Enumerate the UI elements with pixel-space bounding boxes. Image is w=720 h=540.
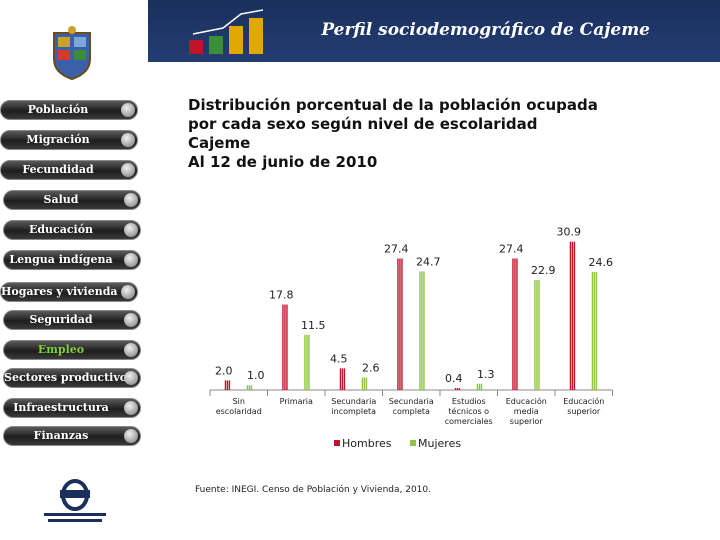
- nav-button-7[interactable]: Seguridad: [3, 310, 141, 330]
- nav-button-5[interactable]: Lengua indígena: [3, 250, 141, 270]
- bar-mujeres: [534, 280, 540, 390]
- data-label: 17.8: [269, 289, 294, 302]
- data-label: 24.7: [416, 255, 441, 268]
- bar-mujeres: [591, 271, 598, 390]
- legend-swatch: [334, 440, 340, 446]
- nav-button-2[interactable]: Fecundidad: [0, 160, 138, 180]
- chart-title-line: Al 12 de junio de 2010: [188, 153, 378, 171]
- nav-button-9[interactable]: Sectores productivos: [3, 368, 141, 388]
- data-label: 4.5: [330, 352, 348, 365]
- nav-button-8[interactable]: Empleo: [3, 340, 141, 360]
- x-tick-label: media: [514, 407, 539, 416]
- chart-title: Distribución porcentual de la población …: [188, 96, 598, 172]
- nav-button-label: Lengua indígena: [9, 253, 113, 266]
- nav-knob-icon: [124, 193, 138, 207]
- x-tick-label: escolaridad: [216, 407, 262, 416]
- nav-button-11[interactable]: Finanzas: [3, 426, 141, 446]
- legend-swatch: [410, 440, 416, 446]
- legend-label: Mujeres: [418, 437, 461, 450]
- nav-button-label: Hogares y vivienda: [1, 285, 118, 298]
- x-tick-label: incompleta: [331, 407, 376, 416]
- nav-knob-icon: [121, 133, 135, 147]
- data-label: 11.5: [301, 319, 326, 332]
- nav-button-label: Fecundidad: [22, 163, 94, 176]
- nav-knob-icon: [121, 285, 135, 299]
- x-tick-label: superior: [567, 407, 601, 416]
- nav-button-label: Infraestructura: [13, 401, 109, 414]
- coat-of-arms-logo: [53, 26, 91, 80]
- chart-title-line: Distribución porcentual de la población …: [188, 96, 598, 114]
- bar-mujeres: [246, 385, 253, 390]
- bar-hombres: [397, 258, 403, 390]
- bar-hombres: [454, 388, 461, 390]
- nav-button-4[interactable]: Educación: [3, 220, 141, 240]
- bar-mujeres: [419, 271, 425, 390]
- nav-button-label: Finanzas: [33, 429, 89, 442]
- header-bar: Perfil sociodemográfico de Cajeme: [148, 0, 720, 62]
- source-note: Fuente: INEGI. Censo de Población y Vivi…: [195, 485, 431, 495]
- x-tick-label: técnicos o: [448, 406, 489, 416]
- data-label: 24.6: [589, 256, 614, 269]
- data-label: 1.3: [477, 368, 495, 381]
- data-label: 1.0: [247, 369, 265, 382]
- nav-knob-icon: [124, 313, 138, 327]
- bar-hombres: [569, 241, 576, 390]
- nav-button-label: Empleo: [37, 343, 85, 356]
- nav-button-label: Migración: [26, 133, 90, 146]
- bar-hombres: [224, 380, 231, 390]
- data-label: 0.4: [445, 372, 463, 385]
- inegi-logo: [44, 479, 106, 522]
- bar-hombres: [282, 304, 288, 390]
- x-tick-label: Educación: [563, 396, 604, 406]
- x-tick-label: Secundaria: [389, 397, 434, 406]
- nav-button-10[interactable]: Infraestructura: [3, 398, 141, 418]
- nav-button-6[interactable]: Hogares y vivienda: [0, 282, 138, 302]
- data-label: 30.9: [557, 226, 582, 239]
- sidebar: Población Migración Fecundidad Salud Educaci…: [0, 0, 148, 540]
- bar-mujeres: [304, 334, 310, 390]
- x-tick-label: superior: [510, 417, 544, 426]
- data-label: 27.4: [384, 242, 409, 255]
- nav-knob-icon: [124, 371, 138, 385]
- nav-button-0[interactable]: Población: [0, 100, 138, 120]
- nav-knob-icon: [124, 223, 138, 237]
- data-label: 27.4: [499, 242, 524, 255]
- nav-knob-icon: [121, 103, 135, 117]
- nav-knob-icon: [124, 343, 138, 357]
- nav-knob-icon: [124, 429, 138, 443]
- chart-title-line: Cajeme: [188, 134, 251, 152]
- nav-button-label: Sectores productivos: [4, 371, 134, 384]
- bar-mujeres: [476, 383, 483, 390]
- nav-button-label: Seguridad: [29, 313, 93, 326]
- data-label: 2.0: [215, 364, 233, 377]
- nav-button-label: Educación: [28, 223, 94, 236]
- nav-button-label: Población: [27, 103, 89, 116]
- nav-button-3[interactable]: Salud: [3, 190, 141, 210]
- legend-label: Hombres: [342, 437, 392, 450]
- bar-hombres: [512, 258, 518, 390]
- x-tick-label: Sin: [233, 397, 245, 406]
- x-tick-label: Educación: [506, 396, 547, 406]
- x-tick-label: comerciales: [445, 417, 493, 426]
- nav-knob-icon: [124, 253, 138, 267]
- x-tick-label: Estudios: [452, 397, 486, 406]
- nav-knob-icon: [124, 401, 138, 415]
- header-title: Perfil sociodemográfico de Cajeme: [321, 20, 650, 40]
- nav-button-1[interactable]: Migración: [0, 130, 138, 150]
- nav-knob-icon: [121, 163, 135, 177]
- data-label: 22.9: [531, 264, 556, 277]
- data-label: 2.6: [362, 362, 380, 375]
- bar-hombres: [339, 368, 346, 390]
- bar-mujeres: [361, 377, 368, 390]
- chart-title-line: por cada sexo según nivel de escolaridad: [188, 115, 538, 133]
- x-tick-label: completa: [393, 407, 430, 416]
- x-tick-label: Secundaria: [331, 397, 376, 406]
- bar-growth-icon: [189, 9, 264, 54]
- x-tick-label: Primaria: [280, 397, 313, 406]
- nav-button-label: Salud: [43, 193, 79, 206]
